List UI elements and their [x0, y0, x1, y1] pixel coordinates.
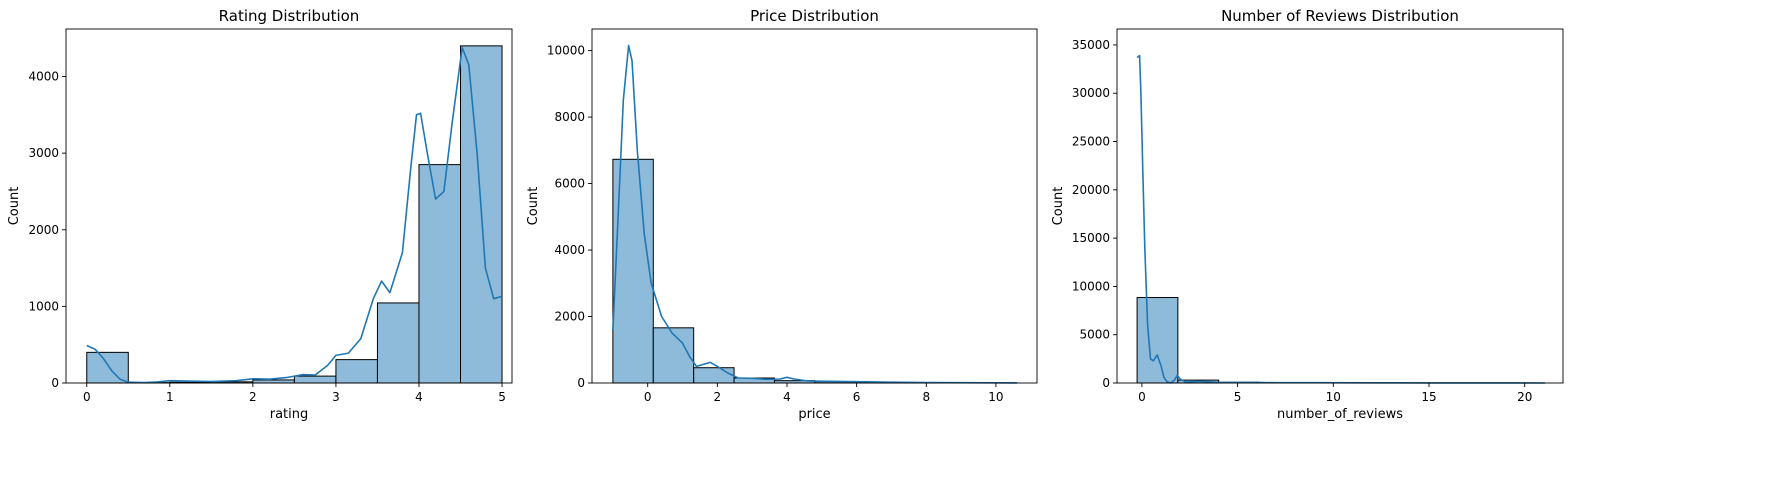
- y-tick-label: 2000: [28, 223, 59, 237]
- chart-title: Number of Reviews Distribution: [1221, 7, 1459, 25]
- x-axis-label: rating: [270, 407, 309, 422]
- x-tick-label: 0: [1138, 390, 1146, 404]
- y-tick-label: 0: [577, 376, 585, 390]
- y-tick-label: 15000: [1072, 231, 1110, 245]
- subplot-3: 0 5 10 15 20 0 5000 10000 15000 20000 25000 30000 35…: [1051, 7, 1564, 422]
- y-tick-label: 8000: [554, 110, 585, 124]
- kde-line: [612, 44, 1017, 384]
- histogram-bar: [418, 164, 462, 384]
- x-tick-label: 5: [498, 390, 506, 404]
- x-tick-label: 0: [644, 390, 652, 404]
- histogram-bar: [335, 359, 378, 384]
- y-axis-label: Count: [1051, 187, 1066, 226]
- x-tick-label: 0: [83, 390, 91, 404]
- y-tick-label: 30000: [1072, 86, 1110, 100]
- y-tick-label: 4000: [28, 70, 59, 84]
- x-tick-label: 15: [1421, 390, 1436, 404]
- x-tick-label: 5: [1234, 390, 1242, 404]
- x-tick-label: 3: [332, 390, 340, 404]
- x-tick-label: 8: [922, 390, 930, 404]
- x-tick-label: 10: [1326, 390, 1341, 404]
- x-tick-label: 20: [1517, 390, 1532, 404]
- histogram-bar: [252, 379, 295, 384]
- x-tick-label: 2: [249, 390, 257, 404]
- histogram-bar: [693, 367, 735, 384]
- y-tick-label: 0: [1102, 376, 1110, 390]
- x-tick-label: 1: [166, 390, 174, 404]
- x-axis-label: price: [798, 407, 830, 422]
- x-tick-label: 4: [783, 390, 791, 404]
- histogram-bar: [1136, 297, 1179, 384]
- y-tick-label: 20000: [1072, 183, 1110, 197]
- axes-frame: [65, 28, 513, 384]
- y-tick-label: 6000: [554, 177, 585, 191]
- histogram-bar: [652, 327, 695, 384]
- x-tick-label: 2: [714, 390, 722, 404]
- y-tick-label: 0: [51, 376, 59, 390]
- axes-frame: [1116, 28, 1564, 384]
- y-tick-label: 2000: [554, 310, 585, 324]
- chart-title: Rating Distribution: [219, 7, 360, 25]
- y-tick-label: 4000: [554, 243, 585, 257]
- kde-line: [1136, 54, 1545, 384]
- y-axis-label: Count: [7, 187, 22, 226]
- y-tick-label: 25000: [1072, 135, 1110, 149]
- y-tick-label: 35000: [1072, 38, 1110, 52]
- chart-title: Price Distribution: [750, 7, 879, 25]
- histogram-bar: [86, 351, 129, 384]
- subplot-1: 0 1 2 3 4 5 0 1000 2000 3000 4000 Rating Distributi…: [7, 7, 513, 422]
- axes-frame: [591, 28, 1038, 384]
- histogram-bar: [293, 375, 337, 384]
- y-tick-label: 5000: [1079, 328, 1110, 342]
- x-tick-label: 4: [415, 390, 423, 404]
- x-tick-label: 6: [853, 390, 861, 404]
- y-tick-label: 1000: [28, 299, 59, 313]
- y-tick-label: 3000: [28, 146, 59, 160]
- x-axis-label: number_of_reviews: [1277, 407, 1403, 422]
- kde-line: [86, 46, 503, 384]
- y-tick-label: 10000: [547, 44, 585, 58]
- histogram-bar: [376, 302, 420, 384]
- y-axis-label: Count: [526, 187, 541, 226]
- y-tick-label: 10000: [1072, 279, 1110, 293]
- x-tick-label: 10: [988, 390, 1003, 404]
- subplot-2: 0 2 4 6 8 10 0 2000 4000 6000 8000 10000 Price Distr…: [526, 7, 1038, 422]
